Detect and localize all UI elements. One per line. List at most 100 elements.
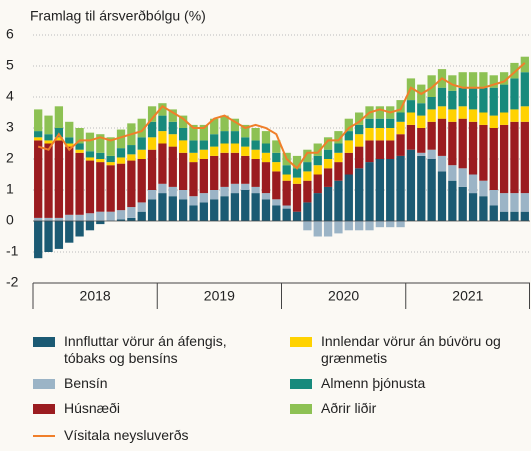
bar-segment <box>137 137 146 150</box>
legend-label: Bensín <box>64 375 108 391</box>
bar-segment <box>292 177 302 184</box>
bar-segment <box>54 221 64 249</box>
bar-segment <box>241 137 250 147</box>
bar-segment <box>520 211 529 221</box>
bar-segment <box>520 193 529 212</box>
bar-segment <box>75 221 84 237</box>
bar-segment <box>417 152 426 156</box>
chart-title: Framlag til ársverðbólgu (%) <box>30 8 206 24</box>
bar-segment <box>292 183 302 212</box>
bar-segment <box>251 140 260 150</box>
bar-segment <box>437 106 447 119</box>
bar-segment <box>199 124 208 141</box>
bar-segment <box>65 121 74 138</box>
bar-segment <box>510 193 519 212</box>
y-tick-label: 6 <box>6 26 14 42</box>
bar-segment <box>189 124 198 141</box>
bar-segment <box>448 90 457 110</box>
bar-segment <box>178 128 188 141</box>
bar-segment <box>65 214 74 221</box>
bar-segment <box>520 56 529 73</box>
bar-segment <box>489 115 498 128</box>
bar-segment <box>137 118 146 138</box>
bar-segment <box>323 137 333 150</box>
legend-swatch <box>33 404 55 414</box>
bar-segment <box>499 193 509 212</box>
bar-segment <box>158 193 167 221</box>
bar-segment <box>375 118 385 128</box>
bar-segment <box>313 221 322 237</box>
bar-segment <box>178 190 188 200</box>
bar-segment <box>375 106 385 119</box>
y-tick-label: 3 <box>6 119 14 135</box>
bar-segment <box>116 210 126 220</box>
bar-segment <box>34 131 43 138</box>
bar-segment <box>44 217 53 221</box>
bar-segment <box>375 140 385 159</box>
bar-segment <box>303 202 312 221</box>
bar-segment <box>458 118 467 169</box>
bar-segment <box>44 221 53 252</box>
bar-segment <box>230 143 240 153</box>
bar-segment <box>85 157 95 161</box>
bar-segment <box>323 221 333 237</box>
bar-segment <box>479 196 488 221</box>
bar-segment <box>386 140 395 159</box>
bar-segment <box>468 193 478 221</box>
bar-segment <box>344 118 353 132</box>
bar-segment <box>241 183 250 190</box>
bar-segment <box>292 155 302 169</box>
bar-segment <box>396 155 405 221</box>
bar-segment <box>458 186 467 221</box>
bar-segment <box>510 121 519 194</box>
bar-segment <box>448 180 457 221</box>
bar-segment <box>303 149 312 163</box>
bar-segment <box>230 131 240 144</box>
bar-segment <box>85 213 95 221</box>
legend-swatch <box>33 379 55 389</box>
bar-segment <box>251 193 260 221</box>
bar-segment <box>34 221 43 259</box>
bar-segment <box>127 154 136 161</box>
bar-segment <box>34 137 43 141</box>
bar-segment <box>168 134 177 147</box>
bar-segment <box>427 97 436 110</box>
bar-segment <box>75 149 84 153</box>
bar-segment <box>220 143 229 153</box>
bar-segment <box>147 106 157 122</box>
bar-segment <box>468 87 478 110</box>
bar-segment <box>251 128 260 141</box>
bar-segment <box>116 148 126 158</box>
bar-segment <box>448 75 457 91</box>
bar-segment <box>178 199 188 221</box>
bar-segment <box>210 155 219 190</box>
bar-segment <box>75 128 84 144</box>
bar-segment <box>127 145 136 155</box>
bar-segment <box>96 211 105 221</box>
bar-segment <box>65 143 74 147</box>
legend-label: Innlendar vörur án búvöru og grænmetis <box>321 333 501 366</box>
bar-segment <box>417 103 426 116</box>
legend-label: Innfluttar vörur án áfengis, tóbaks og b… <box>64 333 227 366</box>
bar-segment <box>375 221 385 228</box>
y-tick-label: 5 <box>6 57 14 73</box>
bar-segment <box>510 109 519 122</box>
bar-segment <box>344 221 353 231</box>
bar-segment <box>147 149 157 190</box>
bar-segment <box>489 87 498 116</box>
bar-segment <box>137 202 146 212</box>
bar-segment <box>189 162 198 197</box>
bar-segment <box>168 146 177 187</box>
bar-segment <box>241 146 250 156</box>
legend-swatch <box>33 337 55 347</box>
bar-segment <box>220 152 229 187</box>
bar-segment <box>355 124 364 135</box>
bar-segment <box>406 112 416 125</box>
bar-segment <box>427 121 436 150</box>
bar-segment <box>127 160 136 208</box>
legend-swatch <box>290 404 312 414</box>
bar-segment <box>85 160 95 214</box>
bar-segment <box>489 205 498 221</box>
bar-segment <box>44 143 53 218</box>
